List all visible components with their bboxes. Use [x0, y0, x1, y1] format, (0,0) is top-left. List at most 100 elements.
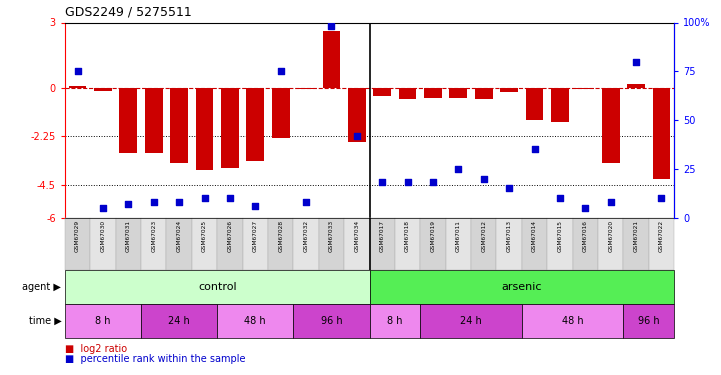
Bar [522, 217, 547, 270]
Bar [344, 217, 369, 270]
Text: GSM67030: GSM67030 [100, 220, 105, 252]
Text: GSM67014: GSM67014 [532, 220, 537, 252]
Bar [195, 87, 213, 170]
Bar [65, 270, 369, 304]
Bar [653, 87, 671, 178]
Text: GSM67019: GSM67019 [430, 220, 435, 252]
Text: GSM67023: GSM67023 [151, 220, 156, 252]
Text: GSM67017: GSM67017 [380, 220, 385, 252]
Bar [572, 217, 598, 270]
Text: 96 h: 96 h [638, 316, 660, 326]
Bar [449, 87, 467, 98]
Point [554, 195, 566, 201]
Text: GSM67012: GSM67012 [481, 220, 486, 252]
Bar [471, 217, 497, 270]
Bar [242, 217, 268, 270]
Text: GSM67034: GSM67034 [354, 220, 359, 252]
Bar [624, 217, 649, 270]
Text: GSM67024: GSM67024 [177, 220, 182, 252]
Bar [624, 304, 674, 338]
Bar [141, 304, 217, 338]
Bar [65, 217, 90, 270]
Bar [94, 87, 112, 91]
Point [478, 176, 490, 181]
Bar [475, 87, 492, 99]
Text: 96 h: 96 h [321, 316, 342, 326]
Text: GSM67028: GSM67028 [278, 220, 283, 252]
Bar [192, 217, 217, 270]
Point [528, 146, 540, 152]
Point [630, 58, 642, 64]
Bar [649, 217, 674, 270]
Bar [217, 217, 242, 270]
Text: time ▶: time ▶ [29, 316, 61, 326]
Point [97, 205, 109, 211]
Bar [221, 87, 239, 168]
Text: GSM67026: GSM67026 [227, 220, 232, 252]
Bar [373, 87, 391, 96]
Text: 8 h: 8 h [387, 316, 402, 326]
Text: agent ▶: agent ▶ [22, 282, 61, 292]
Bar [167, 217, 192, 270]
Bar [247, 87, 264, 161]
Bar [369, 217, 395, 270]
Bar [68, 86, 87, 87]
Text: GSM67033: GSM67033 [329, 220, 334, 252]
Bar [268, 217, 293, 270]
Point [580, 205, 591, 211]
Point [173, 199, 185, 205]
Text: GSM67029: GSM67029 [75, 220, 80, 252]
Bar [115, 217, 141, 270]
Bar [526, 87, 544, 120]
Bar [170, 87, 188, 164]
Text: 48 h: 48 h [562, 316, 583, 326]
Point [655, 195, 667, 201]
Text: GSM67021: GSM67021 [634, 220, 639, 252]
Text: ■  percentile rank within the sample: ■ percentile rank within the sample [65, 354, 245, 364]
Text: 8 h: 8 h [95, 316, 111, 326]
Bar [627, 84, 645, 87]
Bar [395, 217, 420, 270]
Point [376, 179, 388, 185]
Bar [602, 87, 619, 164]
Bar [547, 217, 572, 270]
Text: 24 h: 24 h [168, 316, 190, 326]
Bar [576, 87, 594, 88]
Bar [348, 87, 366, 142]
Bar [369, 304, 420, 338]
Bar [420, 304, 522, 338]
Text: GSM67015: GSM67015 [557, 220, 562, 252]
Bar [145, 87, 163, 153]
Bar [598, 217, 624, 270]
Bar [217, 304, 293, 338]
Bar [120, 87, 137, 153]
Point [503, 185, 515, 191]
Text: GSM67032: GSM67032 [304, 220, 309, 252]
Bar [90, 217, 115, 270]
Point [148, 199, 159, 205]
Text: GSM67027: GSM67027 [253, 220, 258, 252]
Bar [293, 217, 319, 270]
Text: 24 h: 24 h [460, 316, 482, 326]
Point [275, 68, 286, 74]
Text: GSM67020: GSM67020 [609, 220, 613, 252]
Text: GSM67016: GSM67016 [583, 220, 588, 252]
Point [402, 179, 413, 185]
Bar [551, 87, 569, 122]
Point [351, 133, 363, 139]
Text: GSM67018: GSM67018 [405, 220, 410, 252]
Text: control: control [198, 282, 236, 292]
Text: GSM67013: GSM67013 [507, 220, 512, 252]
Bar [322, 31, 340, 87]
Point [199, 195, 211, 201]
Point [453, 166, 464, 172]
Text: 48 h: 48 h [244, 316, 266, 326]
Bar [420, 217, 446, 270]
Bar [297, 87, 315, 88]
Bar [293, 304, 369, 338]
Point [123, 201, 134, 207]
Text: GSM67025: GSM67025 [202, 220, 207, 252]
Bar [141, 217, 167, 270]
Bar [522, 304, 624, 338]
Point [249, 203, 261, 209]
